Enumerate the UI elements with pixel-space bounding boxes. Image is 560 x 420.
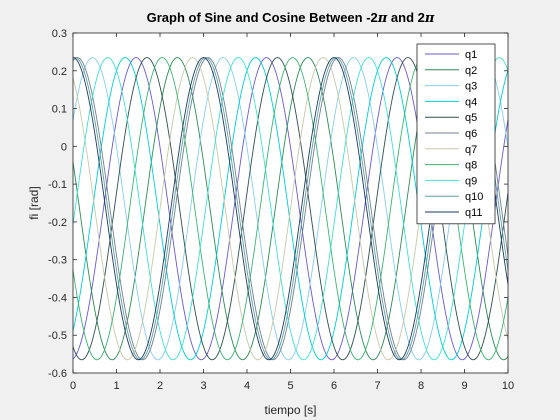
y-tick-label: 0.2	[52, 66, 67, 78]
x-tick-label: 3	[200, 380, 206, 392]
y-tick-label: -0.4	[48, 292, 67, 304]
series-line-q9	[72, 57, 509, 361]
y-tick-label: -0.6	[48, 368, 67, 380]
series-line-q3	[72, 57, 509, 361]
x-tick-label: 8	[418, 380, 424, 392]
legend-label-q5: q5	[465, 112, 477, 124]
y-tick-label: -0.1	[48, 179, 67, 191]
x-tick-label: 4	[244, 380, 250, 392]
legend-label-q10: q10	[465, 191, 483, 203]
x-tick-label: 10	[502, 380, 514, 392]
series-line-q4	[72, 57, 509, 361]
x-tick-label: 9	[461, 380, 467, 392]
y-axis-label: fi [rad]	[27, 186, 41, 219]
legend-label-q1: q1	[465, 49, 477, 61]
legend-label-q7: q7	[465, 144, 477, 156]
legend-label-q6: q6	[465, 128, 477, 140]
x-tick-label: 0	[70, 380, 76, 392]
y-tick-label: -0.5	[48, 330, 67, 342]
x-tick-label: 5	[287, 380, 293, 392]
chart-title: Graph of Sine and Cosine Between -2π and…	[147, 10, 435, 26]
x-tick-label: 6	[331, 380, 337, 392]
legend-label-q4: q4	[465, 96, 477, 108]
y-tick-label: 0.3	[52, 28, 67, 40]
y-tick-label: -0.2	[48, 217, 67, 229]
legend: q1 q2 q3 q4 q5 q6 q7 q8 q9 q10 q11	[416, 43, 496, 225]
axis-ticks: 0 1 2 3 4 5 6 7 8 9 10 -0.6 -0.5 -0.4 -0.3 -0.2 -0.1 0 0.1…	[48, 28, 514, 392]
legend-label-q9: q9	[465, 175, 477, 187]
legend-label-q11: q11	[465, 207, 483, 219]
x-tick-label: 1	[113, 380, 119, 392]
legend-label-q3: q3	[465, 81, 477, 93]
series-line-q1	[72, 57, 509, 361]
y-tick-label: -0.3	[48, 255, 67, 267]
x-tick-label: 7	[374, 380, 380, 392]
y-tick-label: 0	[61, 141, 67, 153]
legend-box	[416, 43, 496, 225]
y-tick-label: 0.1	[52, 104, 67, 116]
legend-label-q2: q2	[465, 65, 477, 77]
x-axis-label: tiempo [s]	[264, 403, 316, 417]
x-tick-label: 2	[157, 380, 163, 392]
legend-label-q8: q8	[465, 160, 477, 172]
